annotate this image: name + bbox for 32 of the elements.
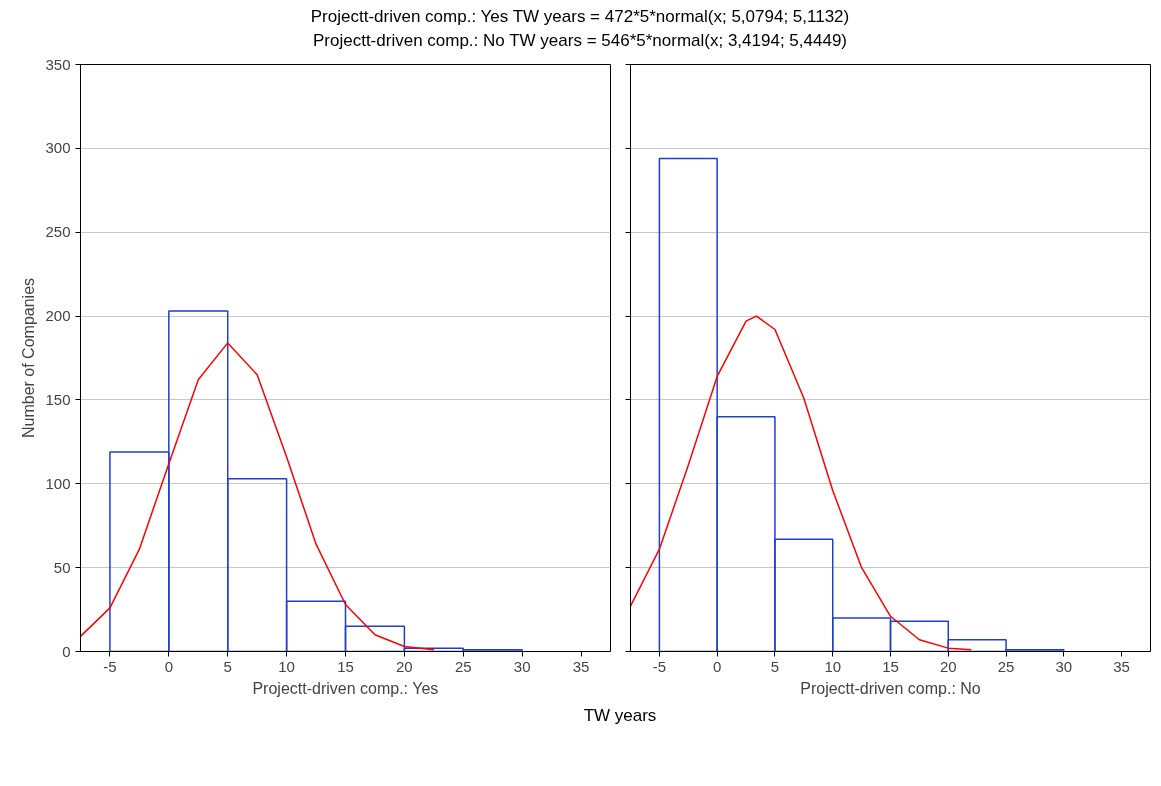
x-tick-label: 30 xyxy=(1055,657,1073,675)
x-tick-label: 20 xyxy=(396,657,413,675)
x-tick-label: 15 xyxy=(882,657,899,675)
x-tick-label: 25 xyxy=(454,657,472,675)
x-tick-label: 35 xyxy=(1113,657,1130,675)
x-tick-label: -5 xyxy=(103,657,117,675)
x-axis-title: Projectt-driven comp.: No xyxy=(800,679,981,697)
x-tick-label: 5 xyxy=(223,657,232,675)
x-tick-label: 10 xyxy=(278,657,295,675)
y-axis-title: Number of Companies xyxy=(20,277,38,438)
x-tick-label: 25 xyxy=(997,657,1015,675)
x-tick-label: -5 xyxy=(652,657,667,675)
line-series xyxy=(80,341,435,651)
y-tick-label: 100 xyxy=(45,474,71,492)
y-tick-label: 0 xyxy=(62,642,71,660)
x-tick-label: 0 xyxy=(164,657,174,675)
y-tick-label: 200 xyxy=(45,306,71,324)
y-tick-label: 50 xyxy=(53,558,71,576)
y-tick-label: 350 xyxy=(45,55,71,73)
y-tick-label: 300 xyxy=(45,138,71,156)
chart-title: Projectt-driven comp.: Yes TW years = 472*5*normal(x; 5,0794; 5,1132) Projectt-driven comp.: No TW years = 546*5*normal(x; 3,4194; 5,4449) xyxy=(310,6,850,53)
x-tick-label: 10 xyxy=(824,657,842,675)
text: TW years xyxy=(583,704,657,727)
x-tick-label: 20 xyxy=(939,657,957,675)
x-tick-label: 0 xyxy=(713,657,722,675)
x-tick-label: 5 xyxy=(770,657,780,675)
x-axis-title: Projectt-driven comp.: Yes xyxy=(252,679,439,697)
x-tick-label: 35 xyxy=(572,657,590,675)
y-tick-label: 250 xyxy=(45,222,71,240)
x-tick-label: 15 xyxy=(337,657,354,675)
y-tick-label: 150 xyxy=(45,390,71,408)
x-tick-label: 30 xyxy=(513,657,531,675)
